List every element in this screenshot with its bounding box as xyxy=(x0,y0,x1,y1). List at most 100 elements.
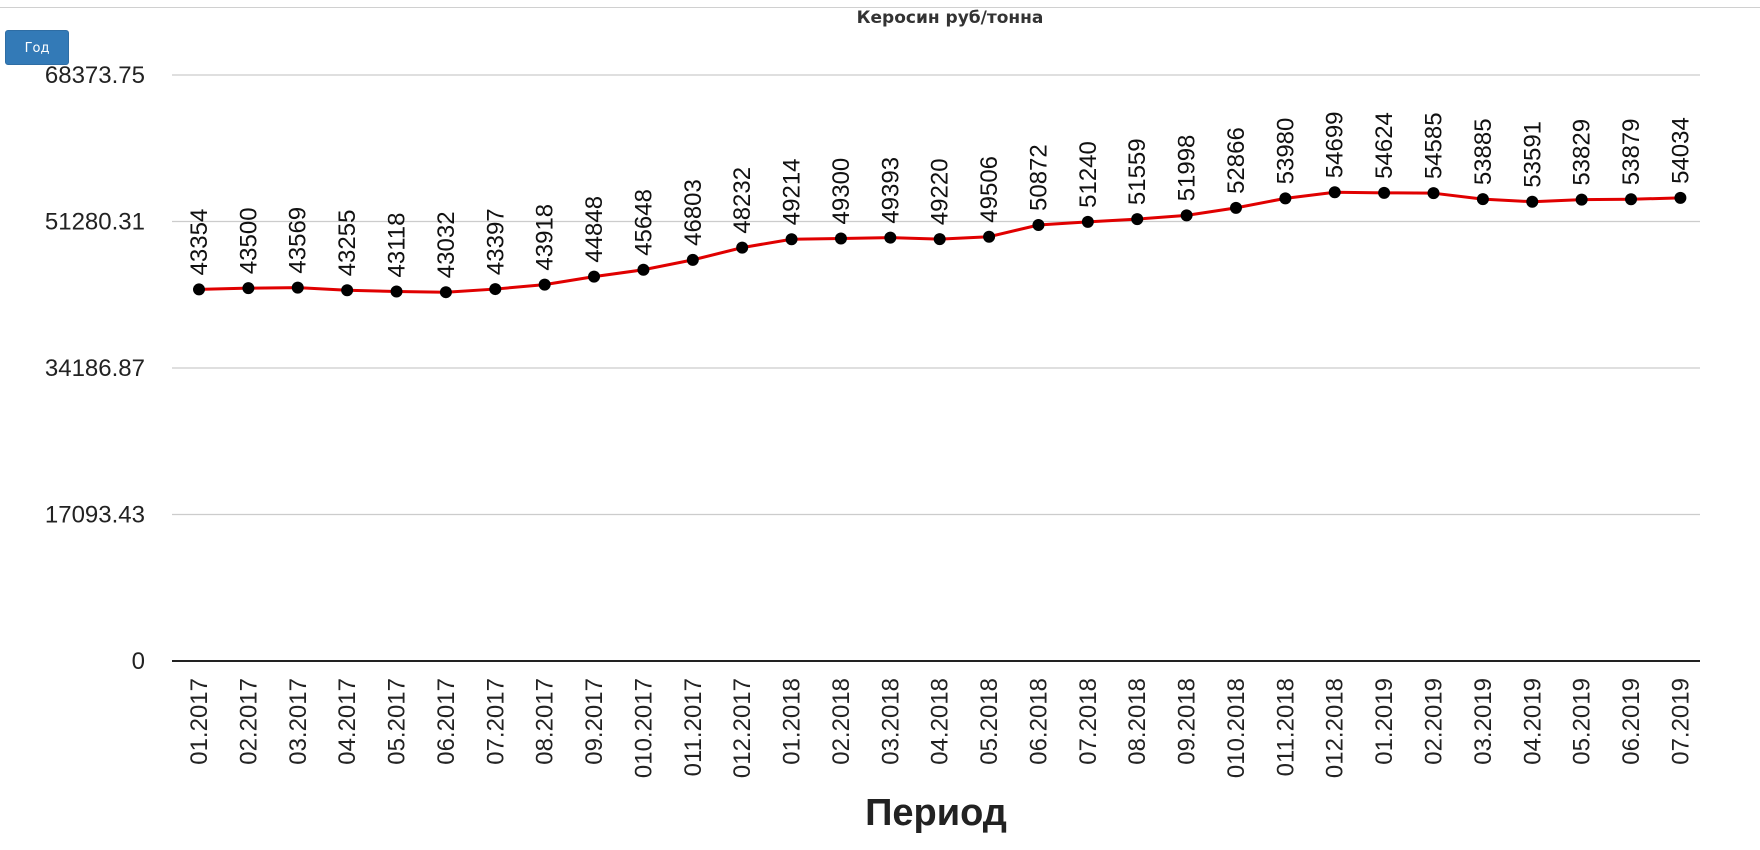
data-point xyxy=(439,286,452,299)
data-labels: 43354 43500 43569 43255 43118 43032 43397 43918… xyxy=(186,111,1694,278)
data-point xyxy=(193,283,205,296)
x-tick-label: 01.2018 xyxy=(779,678,806,765)
data-label: 53885 xyxy=(1470,118,1497,185)
data-label: 53829 xyxy=(1569,119,1596,186)
data-point xyxy=(1131,213,1144,226)
data-point xyxy=(686,253,699,266)
x-tick-label: 04.2019 xyxy=(1519,678,1546,765)
data-label: 54585 xyxy=(1421,112,1448,179)
data-point xyxy=(1427,187,1440,200)
data-point xyxy=(1625,193,1638,206)
data-label: 54624 xyxy=(1371,112,1398,179)
data-point xyxy=(588,270,601,283)
x-tick-label: 09.2017 xyxy=(581,678,608,765)
x-axis-title: Период xyxy=(865,792,1007,834)
data-label: 43032 xyxy=(433,211,460,278)
x-tick-label: 07.2019 xyxy=(1667,678,1694,765)
data-point xyxy=(785,233,798,246)
data-label: 43255 xyxy=(334,210,361,277)
data-label: 46803 xyxy=(680,179,707,246)
x-tick-label: 05.2018 xyxy=(976,678,1003,765)
data-label: 53591 xyxy=(1519,121,1546,188)
data-point xyxy=(983,230,996,243)
x-tick-label: 03.2019 xyxy=(1470,678,1497,765)
data-point xyxy=(390,285,403,298)
x-tick-label: 08.2017 xyxy=(532,678,559,765)
data-label: 49220 xyxy=(927,158,954,225)
data-label: 43918 xyxy=(532,204,559,271)
data-point xyxy=(637,263,650,276)
x-tick-label: 06.2017 xyxy=(433,678,460,765)
y-tick-label: 51280.31 xyxy=(45,209,145,236)
data-label: 43500 xyxy=(235,207,262,274)
chart-title: Керосин руб/тонна xyxy=(856,8,1044,28)
x-tick-label: 06.2019 xyxy=(1618,678,1645,765)
data-label: 51998 xyxy=(1174,135,1201,202)
data-label: 43118 xyxy=(384,212,411,277)
y-tick-label: 17093.43 xyxy=(45,502,145,529)
y-tick-label: 34186.87 xyxy=(45,355,145,382)
data-point xyxy=(834,232,847,245)
data-label: 43354 xyxy=(186,209,213,276)
data-label: 49214 xyxy=(779,158,806,225)
data-label: 53980 xyxy=(1272,118,1299,185)
y-tick-label: 68373.75 xyxy=(45,62,145,89)
data-label: 51559 xyxy=(1124,138,1151,205)
data-point xyxy=(884,231,897,244)
data-point xyxy=(291,281,304,294)
x-tick-label: 04.2018 xyxy=(927,678,954,765)
data-label: 50872 xyxy=(1025,144,1052,211)
data-label: 48232 xyxy=(729,167,756,234)
x-tick-label: 01.2017 xyxy=(186,678,213,765)
x-tick-label: 011.2018 xyxy=(1272,678,1299,776)
data-point xyxy=(1575,193,1588,206)
data-point xyxy=(1180,209,1193,222)
data-label: 54699 xyxy=(1322,111,1349,178)
x-tick-label: 08.2018 xyxy=(1124,678,1151,765)
x-tick-label: 02.2018 xyxy=(828,678,855,765)
x-axis-tick-labels: 01.2017 02.2017 03.2017 04.2017 05.2017 06.20… xyxy=(186,678,1694,778)
data-point xyxy=(489,283,502,296)
x-tick-label: 05.2019 xyxy=(1569,678,1596,765)
x-tick-label: 010.2018 xyxy=(1223,678,1250,778)
x-tick-label: 09.2018 xyxy=(1174,678,1201,765)
top-border xyxy=(0,7,1760,8)
data-label: 49506 xyxy=(976,156,1003,223)
x-tick-label: 03.2017 xyxy=(285,678,312,765)
data-point xyxy=(538,278,551,291)
grid-lines xyxy=(172,74,1700,516)
data-label: 51240 xyxy=(1075,141,1102,208)
data-point xyxy=(1229,201,1242,214)
data-point xyxy=(1032,218,1045,231)
data-points xyxy=(193,186,1687,299)
x-tick-label: 06.2018 xyxy=(1025,678,1052,765)
data-label: 43397 xyxy=(482,208,509,275)
data-label: 49393 xyxy=(877,157,904,224)
x-tick-label: 04.2017 xyxy=(334,678,361,765)
data-point xyxy=(933,233,946,246)
data-label: 49300 xyxy=(828,158,855,225)
x-tick-label: 07.2017 xyxy=(482,678,509,765)
y-axis-tick-labels: 0 17093.43 34186.87 51280.31 68373.75 xyxy=(45,62,145,675)
x-tick-label: 012.2017 xyxy=(729,678,756,778)
data-point xyxy=(1674,191,1687,204)
data-point xyxy=(1476,193,1489,206)
x-tick-label: 03.2018 xyxy=(877,678,904,765)
x-tick-label: 02.2017 xyxy=(235,678,262,765)
x-tick-label: 011.2017 xyxy=(680,678,707,776)
data-point xyxy=(1279,192,1292,205)
data-point xyxy=(1328,186,1341,199)
data-label: 53879 xyxy=(1618,118,1645,185)
x-tick-label: 010.2017 xyxy=(630,678,657,778)
data-label: 45648 xyxy=(630,189,657,256)
data-point xyxy=(736,241,749,254)
data-point xyxy=(242,282,255,295)
data-point xyxy=(1378,186,1391,199)
year-button[interactable]: Год xyxy=(5,30,69,65)
x-tick-label: 012.2018 xyxy=(1322,678,1349,778)
data-label: 54034 xyxy=(1667,117,1694,184)
data-label: 43569 xyxy=(285,207,312,274)
data-point xyxy=(1526,195,1539,208)
x-tick-label: 07.2018 xyxy=(1075,678,1102,765)
